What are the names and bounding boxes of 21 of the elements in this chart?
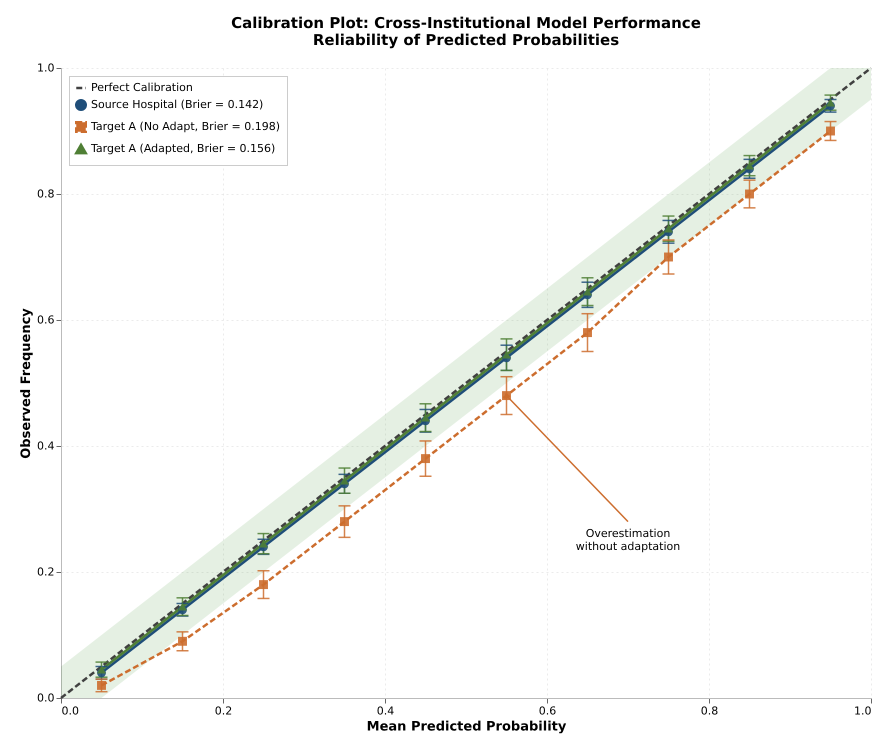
y-tick-label: 0.0 <box>37 692 54 704</box>
x-tick-label: 0.8 <box>700 704 718 718</box>
y-tick-label: 0.4 <box>37 440 54 452</box>
x-tick-label: 0.0 <box>62 704 79 718</box>
y-tick-label: 1.0 <box>37 62 54 74</box>
x-tick-label: 1.0 <box>854 704 872 718</box>
y-tick-label: 0.6 <box>37 314 54 326</box>
legend-label: Perfect Calibration <box>91 81 193 94</box>
y-axis-title: Observed Frequency <box>19 308 34 459</box>
y-tick-label: 0.2 <box>37 566 54 578</box>
y-tick-label: 0.8 <box>37 188 54 200</box>
x-axis-title: Mean Predicted Probability <box>366 720 567 734</box>
chart-title: Calibration Plot: Cross-Institutional Model Performance <box>231 14 701 32</box>
x-tick-label: 0.6 <box>538 704 556 718</box>
legend-label: Source Hospital (Brier = 0.142) <box>91 98 264 111</box>
annotation: Overestimation without adaptation <box>576 527 680 554</box>
legend-label: Target A (No Adapt, Brier = 0.198) <box>90 120 280 133</box>
x-tick-label: 0.2 <box>214 704 232 718</box>
x-tick-label: 0.4 <box>376 704 394 718</box>
legend-label: Target A (Adapted, Brier = 0.156) <box>90 142 276 155</box>
chart-subtitle: Reliability of Predicted Probabilities <box>312 31 620 49</box>
